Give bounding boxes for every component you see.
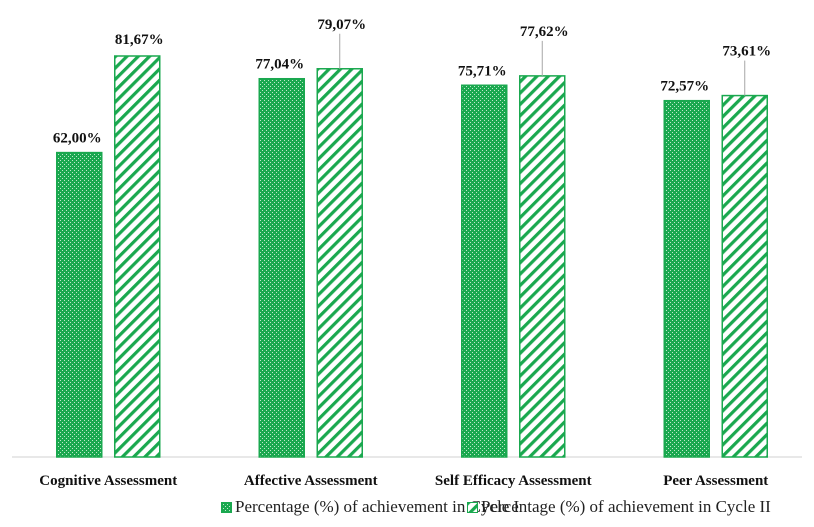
category-label-3: Self Efficacy Assessment: [435, 473, 592, 489]
legend-swatch-dotted: [221, 501, 232, 513]
data-label-series-2-cat-4: 73,61%: [722, 44, 771, 60]
data-label-series-2-cat-3: 77,62%: [520, 24, 569, 40]
bar-series-2-cat-4: [721, 94, 768, 458]
bar-series-2-cat-3: [519, 75, 566, 458]
data-label-series-2-cat-1: 81,67%: [115, 32, 164, 48]
bar-series-1-cat-1: [56, 151, 103, 458]
data-label-series-1-cat-2: 77,04%: [255, 57, 304, 73]
legend-item-cycle-1: Percentage (%) of achievement in Cycle I: [221, 497, 519, 517]
legend-item-cycle-2: Percentage (%) of achievement in Cycle I…: [467, 497, 771, 517]
data-label-series-1-cat-1: 62,00%: [53, 131, 102, 147]
category-label-1: Cognitive Assessment: [39, 473, 177, 489]
data-label-series-1-cat-3: 75,71%: [458, 63, 507, 79]
bar-series-1-cat-4: [663, 99, 710, 458]
data-label-series-1-cat-4: 72,57%: [660, 79, 709, 95]
bar-series-2-cat-2: [316, 68, 363, 458]
bar-series-2-cat-1: [114, 55, 161, 458]
category-label-2: Affective Assessment: [244, 473, 378, 489]
legend: Percentage (%) of achievement in Cycle I…: [0, 497, 814, 521]
bar-series-1-cat-2: [258, 77, 305, 458]
data-label-series-2-cat-2: 79,07%: [317, 17, 366, 33]
category-label-4: Peer Assessment: [663, 473, 768, 489]
legend-label-cycle-1: Percentage (%) of achievement in Cycle I: [235, 497, 520, 516]
legend-swatch-striped: [467, 501, 478, 513]
bar-series-1-cat-3: [461, 84, 508, 458]
legend-label-cycle-2: Percentage (%) of achievement in Cycle I…: [481, 497, 771, 516]
